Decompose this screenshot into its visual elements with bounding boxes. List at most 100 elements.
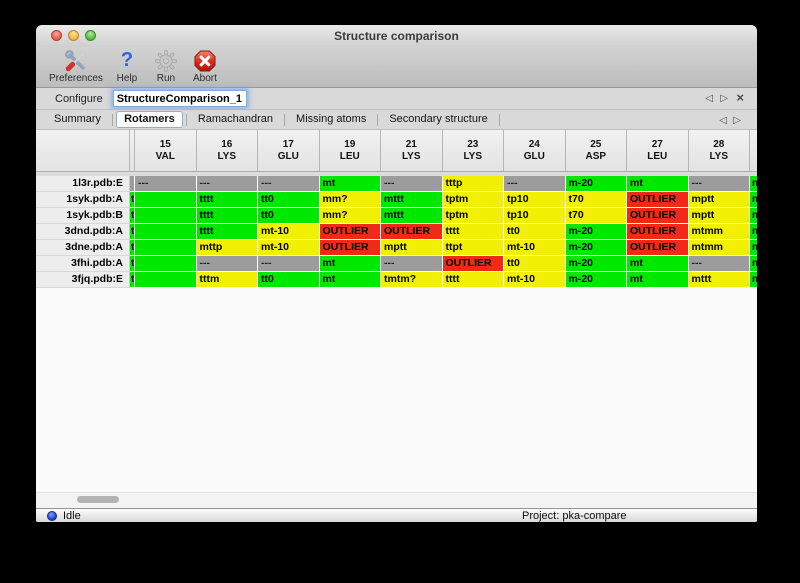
rotamer-cell[interactable]: [135, 224, 197, 240]
rotamer-cell[interactable]: ttpt: [442, 240, 504, 256]
configure-prev-arrow-icon[interactable]: ◁: [705, 93, 713, 104]
rotamer-cell[interactable]: mtmm: [688, 240, 750, 256]
rotamer-cell[interactable]: tt0: [504, 224, 566, 240]
rotamer-cell[interactable]: mt: [627, 256, 689, 272]
row-label-3dnd-pdb-A[interactable]: 3dnd.pdb:A: [36, 224, 130, 240]
rotamer-cell[interactable]: t: [130, 224, 135, 240]
tab-ramachandran[interactable]: Ramachandran: [197, 113, 274, 125]
column-header-24-glu[interactable]: 24 GLU: [504, 130, 566, 171]
rotamer-cell[interactable]: mt-10: [504, 272, 566, 288]
rotamer-cell[interactable]: tt0: [258, 192, 320, 208]
rotamer-cell[interactable]: tmtm?: [381, 272, 443, 288]
row-label-3fjq-pdb-E[interactable]: 3fjq.pdb:E: [36, 272, 130, 288]
rotamer-cell[interactable]: [135, 240, 197, 256]
rotamer-cell[interactable]: mtmm: [688, 224, 750, 240]
rotamer-cell[interactable]: tttp: [442, 176, 504, 192]
rotamer-cell[interactable]: OUTLIER: [627, 208, 689, 224]
rotamer-cell[interactable]: [135, 208, 197, 224]
rotamer-cell[interactable]: m-20: [565, 272, 627, 288]
rotamer-cell[interactable]: mt-10: [258, 224, 320, 240]
column-header-28-lys[interactable]: 28 LYS: [689, 130, 750, 171]
rotamer-cell[interactable]: t: [130, 208, 135, 224]
tab-rotamers[interactable]: Rotamers: [116, 111, 183, 128]
rotamer-cell[interactable]: tttt: [442, 272, 504, 288]
tabs-scroll-right-icon[interactable]: ▷: [733, 115, 741, 126]
rotamer-cell[interactable]: mt-10: [504, 240, 566, 256]
rotamer-cell[interactable]: mm?: [319, 208, 381, 224]
rotamer-cell[interactable]: m-20: [565, 176, 627, 192]
column-header-21-lys[interactable]: 21 LYS: [381, 130, 443, 171]
rotamer-cell[interactable]: m-20: [565, 256, 627, 272]
rotamer-cell[interactable]: OUTLIER: [319, 224, 381, 240]
rotamer-cell[interactable]: tt0: [258, 272, 320, 288]
rotamer-cell[interactable]: m: [750, 240, 757, 256]
rotamer-cell[interactable]: mttt: [688, 272, 750, 288]
rotamer-cell[interactable]: ---: [258, 176, 320, 192]
tabs-scroll-left-icon[interactable]: ◁: [719, 115, 727, 126]
rotamer-cell[interactable]: [135, 192, 197, 208]
rotamer-cell[interactable]: mt: [627, 272, 689, 288]
rotamer-cell[interactable]: tttm: [196, 272, 258, 288]
rotamer-cell[interactable]: t: [130, 256, 135, 272]
rotamer-cell[interactable]: mttp: [196, 240, 258, 256]
rotamer-cell[interactable]: mt: [627, 176, 689, 192]
rotamer-cell[interactable]: tp10: [504, 208, 566, 224]
rotamer-cell[interactable]: m-20: [565, 240, 627, 256]
rotamer-cell[interactable]: ---: [688, 176, 750, 192]
rotamer-cell[interactable]: OUTLIER: [627, 240, 689, 256]
rotamer-cell[interactable]: tt0: [504, 256, 566, 272]
column-header-23-lys[interactable]: 23 LYS: [443, 130, 504, 171]
row-label-1syk-pdb-B[interactable]: 1syk.pdb:B: [36, 208, 130, 224]
rotamer-cell[interactable]: tttt: [196, 208, 258, 224]
rotamer-cell[interactable]: m: [750, 192, 757, 208]
column-header-15-val[interactable]: 15 VAL: [135, 130, 197, 171]
rotamer-cell[interactable]: mt: [319, 256, 381, 272]
rotamer-cell[interactable]: mptt: [688, 192, 750, 208]
row-label-3fhi-pdb-A[interactable]: 3fhi.pdb:A: [36, 256, 130, 272]
configure-name-input[interactable]: [112, 90, 247, 107]
rotamer-cell[interactable]: t70: [565, 192, 627, 208]
rotamer-cell[interactable]: OUTLIER: [319, 240, 381, 256]
rotamer-cell[interactable]: m: [750, 224, 757, 240]
rotamer-cell[interactable]: tptm: [442, 192, 504, 208]
rotamer-cell[interactable]: ---: [504, 176, 566, 192]
rotamer-cell[interactable]: m: [750, 272, 757, 288]
rotamer-cell[interactable]: m: [750, 208, 757, 224]
rotamer-cell[interactable]: OUTLIER: [381, 224, 443, 240]
run-button[interactable]: Run: [151, 47, 181, 84]
row-label-1l3r-pdb-E[interactable]: 1l3r.pdb:E: [36, 176, 130, 192]
close-window-button[interactable]: [51, 30, 62, 41]
configure-close-icon[interactable]: ×: [736, 90, 744, 105]
rotamer-cell[interactable]: mm?: [319, 192, 381, 208]
rotamer-cell[interactable]: mt: [319, 176, 381, 192]
column-header-25-asp[interactable]: 25 ASP: [566, 130, 627, 171]
rotamer-cell[interactable]: tttt: [442, 224, 504, 240]
minimize-window-button[interactable]: [68, 30, 79, 41]
title-bar[interactable]: Structure comparison: [36, 25, 757, 47]
horizontal-scrollbar[interactable]: [36, 492, 757, 508]
tab-secondary-structure[interactable]: Secondary structure: [389, 113, 488, 125]
rotamer-cell[interactable]: OUTLIER: [627, 192, 689, 208]
rotamer-cell[interactable]: t: [130, 240, 135, 256]
rotamer-cell[interactable]: mttt: [381, 192, 443, 208]
rotamer-cell[interactable]: t: [130, 192, 135, 208]
rotamer-cell[interactable]: ---: [688, 256, 750, 272]
rotamer-cell[interactable]: m-20: [565, 224, 627, 240]
column-header-16-lys[interactable]: 16 LYS: [197, 130, 258, 171]
column-header-19-leu[interactable]: 19 LEU: [320, 130, 381, 171]
row-label-3dne-pdb-A[interactable]: 3dne.pdb:A: [36, 240, 130, 256]
rotamer-cell[interactable]: t: [130, 272, 135, 288]
rotamer-cell[interactable]: mttt: [381, 208, 443, 224]
rotamer-cell[interactable]: ---: [196, 176, 258, 192]
rotamer-cell[interactable]: m: [750, 176, 757, 192]
zoom-window-button[interactable]: [85, 30, 96, 41]
configure-next-arrow-icon[interactable]: ▷: [720, 93, 728, 104]
rotamer-cell[interactable]: tttt: [196, 224, 258, 240]
column-header-27-leu[interactable]: 27 LEU: [627, 130, 689, 171]
help-button[interactable]: ? Help: [112, 47, 142, 84]
rotamer-cell[interactable]: OUTLIER: [627, 224, 689, 240]
rotamer-cell[interactable]: ---: [381, 176, 443, 192]
rotamer-cell[interactable]: [135, 272, 197, 288]
rotamer-cell[interactable]: [135, 256, 197, 272]
rotamer-cell[interactable]: tp10: [504, 192, 566, 208]
